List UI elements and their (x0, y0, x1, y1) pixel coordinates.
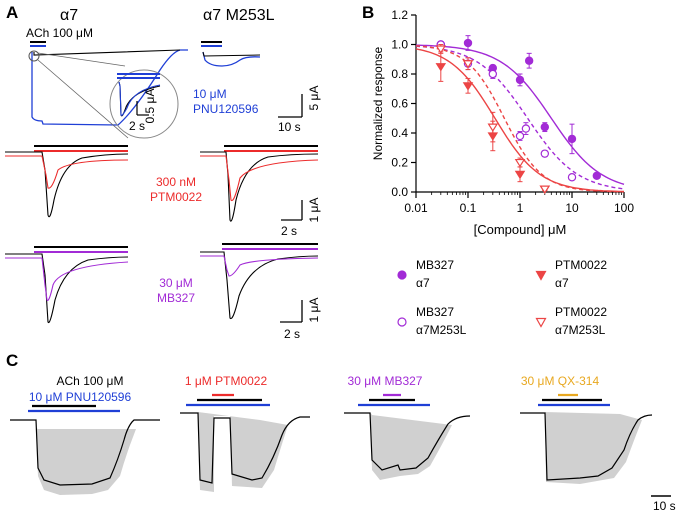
legend-label: MB327 (416, 258, 454, 272)
row1-scale-y: 5 μA (307, 86, 321, 111)
row1-trace-m253l (202, 51, 261, 67)
c2-trace (180, 412, 310, 484)
data-point-3 (462, 60, 474, 69)
legend-label: α7M253L (555, 323, 606, 337)
row3-trace-m253l-black (200, 251, 319, 320)
c1-trace (10, 419, 160, 486)
ach-label-a: ACh 100 μM (26, 26, 93, 40)
legend-label: α7M253L (416, 323, 467, 337)
mb-label-line1: 30 μM (159, 276, 193, 290)
legend-marker (535, 317, 547, 328)
inset-scale-y: 0.5 μA (143, 89, 157, 124)
panel-label-c: C (6, 351, 18, 370)
row3-trace-a7-purple (5, 257, 129, 301)
fit-curve-1 (415, 45, 625, 190)
legend-marker (397, 317, 407, 327)
pnu-label-line1: 10 μM (193, 87, 227, 101)
row3-trace-m253l-purple (200, 255, 319, 277)
fit-curve-3 (415, 45, 624, 193)
mb-label-line2: MB327 (157, 291, 195, 305)
data-point-3 (487, 123, 499, 133)
data-point-1 (488, 69, 498, 79)
data-point-3 (539, 185, 551, 194)
x-tick-label: 100 (614, 201, 634, 215)
y-tick-label: 1.2 (391, 8, 408, 22)
legend-label: α7 (555, 276, 569, 290)
y-tick-label: 1.0 (391, 38, 408, 52)
data-point-0 (463, 38, 473, 48)
legend-marker (535, 270, 547, 281)
row3-trace-a7-black (5, 253, 129, 324)
c-scale-x: 10 s (653, 499, 676, 513)
data-point-1 (521, 124, 531, 133)
x-tick-label: 10 (565, 201, 579, 215)
legend-label: MB327 (416, 305, 454, 319)
x-tick-label: 0.1 (460, 201, 477, 215)
c4-trace (520, 412, 653, 481)
c1-ach-label: ACh 100 μM (57, 374, 124, 388)
ptm-label-line2: PTM0022 (150, 190, 202, 204)
dose-response-chart: 0.0 0.2 0.4 0.6 0.8 1.0 1.2 0.01 0.1 1 10 100 Normal… (371, 8, 634, 237)
c3-trace (344, 412, 471, 471)
inset-circle (109, 69, 179, 139)
panel-label-a: A (6, 3, 18, 22)
chart-legend: MB327 α7 PTM0022 α7 MB327 α7M253L PTM0022 α7M25… (397, 258, 607, 337)
row2-scale-x: 2 s (281, 224, 297, 238)
pnu-label-line2: PNU120596 (193, 102, 259, 116)
y-tick-label: 0.6 (391, 97, 408, 111)
data-point-3 (514, 158, 526, 168)
row2-scale-y: 1 μA (307, 198, 321, 223)
data-point-1 (540, 149, 550, 158)
data-point-0 (524, 56, 534, 65)
legend-label: PTM0022 (555, 305, 607, 319)
row3-scale-x: 2 s (284, 327, 300, 341)
legend-marker (397, 270, 407, 280)
x-axis-label: [Compound] μM (474, 222, 567, 237)
c3-mb-label: 30 μM MB327 (348, 374, 423, 388)
data-point-2 (514, 170, 526, 180)
y-tick-label: 0.8 (391, 67, 408, 81)
row2-trace-m253l-black (200, 151, 319, 222)
data-point-0 (592, 171, 602, 180)
data-point-0 (515, 75, 525, 85)
row2-trace-a7-red (5, 155, 129, 189)
y-tick-label: 0.2 (391, 156, 408, 170)
c1-pnu-label: 10 μM PNU120596 (29, 390, 132, 404)
row1-trace-a7 (28, 49, 188, 139)
data-point-0 (567, 134, 577, 144)
panel-label-b: B (362, 3, 374, 22)
row2-trace-m253l-red (200, 155, 319, 202)
data-point-3 (435, 45, 447, 54)
row2-trace-a7-black (5, 151, 129, 218)
data-point-2 (462, 82, 474, 91)
data-point-0 (540, 122, 550, 132)
x-tick-label: 0.01 (404, 201, 428, 215)
ptm-label-line1: 300 nM (156, 175, 196, 189)
c4-qx-label: 30 μM QX-314 (521, 374, 600, 388)
legend-label: α7 (416, 276, 430, 290)
col-title-a7m253l: α7 M253L (203, 7, 275, 24)
y-axis-label: Normalized response (371, 46, 385, 160)
x-tick-label: 1 (517, 201, 524, 215)
data-point-1 (515, 131, 525, 141)
col-title-a7: α7 (60, 7, 78, 24)
row3-scale-y: 1 μA (307, 298, 321, 323)
data-point-1 (567, 173, 577, 182)
c2-ptm-label: 1 μM PTM0022 (185, 374, 268, 388)
data-point-2 (435, 63, 447, 72)
legend-label: PTM0022 (555, 258, 607, 272)
y-tick-label: 0.4 (391, 126, 408, 140)
row1-scale-x: 10 s (278, 120, 301, 134)
y-tick-label: 0.0 (391, 185, 408, 199)
inset-scale-x: 2 s (129, 119, 145, 133)
